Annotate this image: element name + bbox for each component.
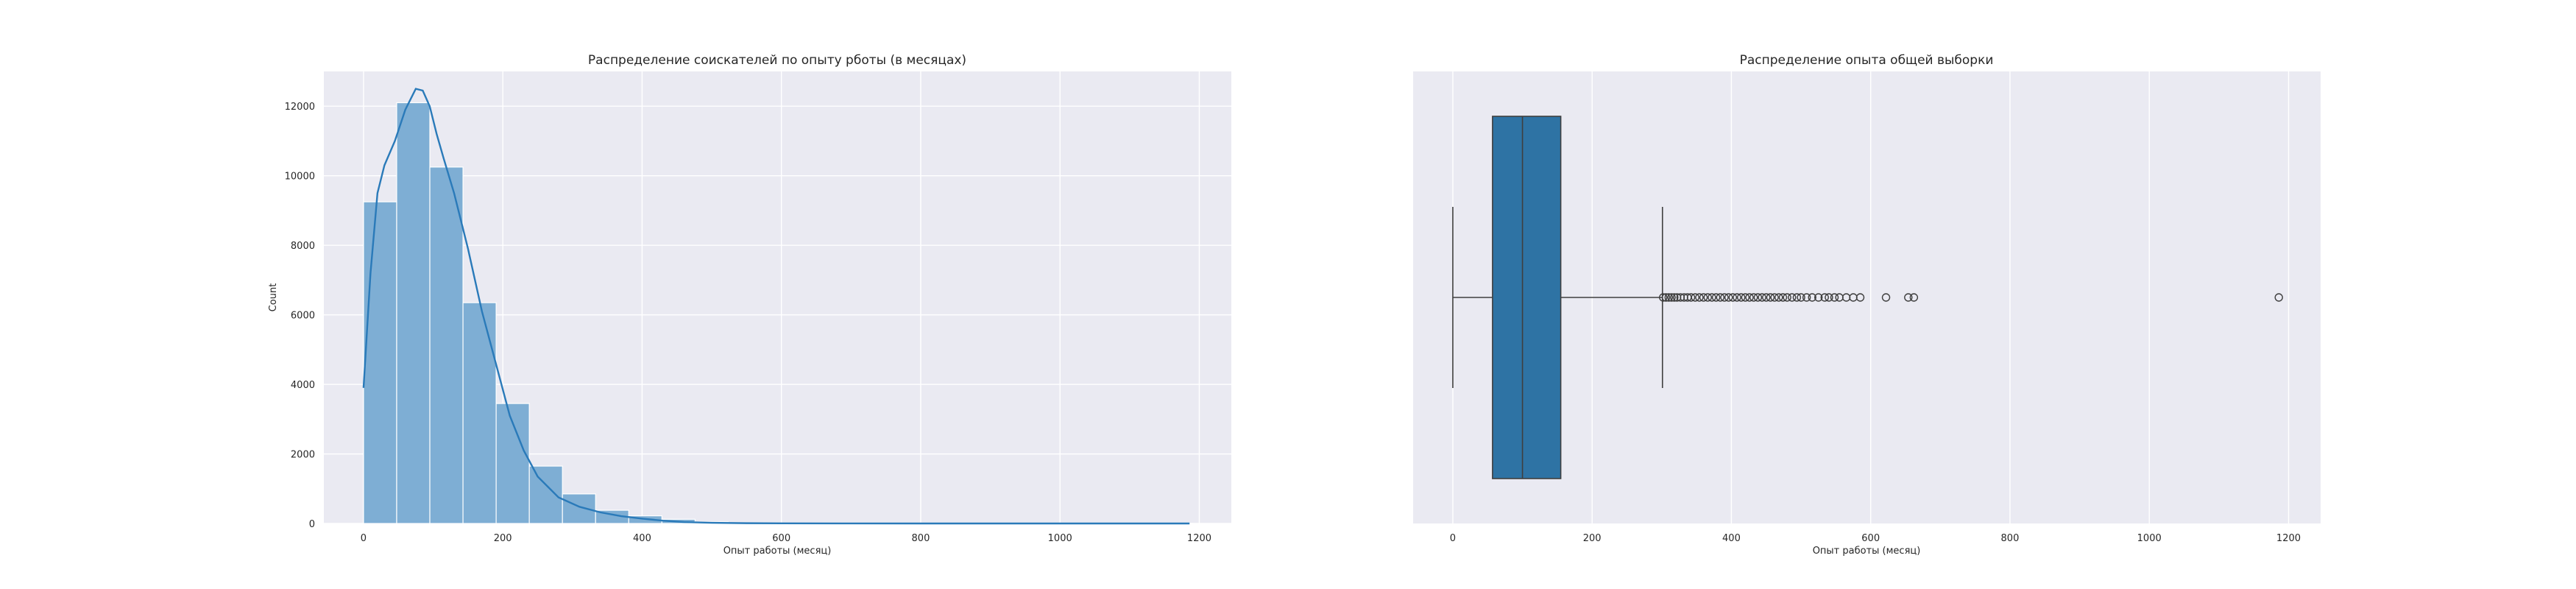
boxplot-xlabel: Опыт работы (месяц) [1813,546,1921,557]
histogram-x-tick-label: 0 [361,533,367,544]
boxplot-outlier-point [1695,293,1704,302]
boxplot-outlier-point [1753,293,1763,302]
boxplot-outlier-point [1904,293,1913,302]
boxplot-outlier-point [1814,293,1823,302]
histogram-bars [363,102,1193,524]
boxplot-ticks: 0 200 400 600 800 1000 1200 [1450,533,2301,544]
histogram-bar [396,102,431,524]
boxplot-outlier-point [1667,293,1676,302]
boxplot-outlier-point [1691,293,1699,302]
boxplot-x-tick-label: 1200 [2276,533,2301,544]
boxplot-outlier-point [1881,293,1891,302]
kde-curve [362,88,1190,525]
histogram-y-tick-label: 0 [309,519,315,530]
boxplot-outlier-point [1661,293,1671,302]
boxplot-outlier-point [1825,293,1833,302]
boxplot-x-tick-label: 1000 [2137,533,2162,544]
histogram-x-tick-label: 1000 [1048,533,1072,544]
boxplot-outlier-point [1703,293,1712,302]
boxplot-outlier-point [1686,293,1696,302]
boxplot-outliers [1659,293,2283,302]
boxplot-title: Распределение опыта общей выборки [1740,53,1994,68]
boxplot-outlier-point [1745,293,1754,302]
boxplot-outlier-point [1766,293,1775,302]
boxplot-outlier-point [1659,293,1668,302]
boxplot-outlier-point [1711,293,1721,302]
boxplot-x-tick-label: 400 [1722,533,1741,544]
histogram-y-tick-label: 8000 [291,241,315,252]
boxplot-outlier-point [1774,293,1783,302]
histogram-bar [363,201,397,524]
histogram-y-tick-label: 10000 [285,172,315,183]
boxplot-panel: 0 200 400 600 800 1000 1200 Распределение опыт… [1413,53,2321,557]
histogram-bar [562,493,596,524]
boxplot-outlier-point [1741,293,1750,302]
boxplot-outlier-point [1716,293,1725,302]
boxplot-outlier-point [1802,293,1811,302]
histogram-panel: 0 200 400 600 800 1000 12000200040006000800010… [268,53,1231,557]
histogram-bar [462,302,497,524]
boxplot-iqr-box [1492,116,1562,479]
boxplot-outlier-point [1909,293,1919,302]
boxplot-outlier-point [1770,293,1779,302]
boxplot-outlier-point [1728,293,1738,302]
boxplot-outlier-point [1830,293,1839,302]
boxplot-outlier-point [1762,293,1771,302]
boxplot-x-tick-label: 0 [1450,533,1456,544]
boxplot-outlier-point [1792,293,1802,302]
boxplot-outlier-point [1733,293,1741,302]
boxplot-x-tick-label: 600 [1861,533,1880,544]
histogram-bar [528,465,563,524]
boxplot-outlier-point [1724,293,1733,302]
histogram-x-tick-label: 200 [494,533,512,544]
boxplot-outlier-point [2274,293,2283,302]
histogram-ticks: 0 200 400 600 800 1000 12000200040006000800010… [285,102,1211,544]
boxplot-x-tick-label: 800 [2001,533,2020,544]
boxplot-x-tick-label: 200 [1583,533,1602,544]
histogram-y-tick-label: 12000 [285,102,315,113]
boxplot-outlier-point [1855,293,1865,302]
histogram-x-tick-label: 800 [912,533,930,544]
histogram-title: Распределение соискателей по опыту рботы… [588,53,966,68]
boxplot-outlier-point [1808,293,1816,302]
histogram-y-tick-label: 2000 [291,450,315,461]
histogram-ylabel: Count [268,283,279,312]
boxplot-outlier-point [1670,293,1679,302]
boxplot-outlier-point [1749,293,1758,302]
boxplot-outlier-point [1720,293,1729,302]
histogram-x-tick-label: 400 [633,533,651,544]
boxplot-outlier-point [1783,293,1791,302]
boxplot-outlier-point [1820,293,1829,302]
boxplot-outlier-point [1708,293,1716,302]
boxplot-outlier-point [1664,293,1673,302]
boxplot-box [1452,116,1663,479]
histogram-bar [429,166,464,524]
histogram-xlabel: Опыт работы (месяц) [723,546,832,557]
histogram-y-tick-label: 4000 [291,380,315,391]
boxplot-outlier-point [1736,293,1746,302]
histogram-x-tick-label: 1200 [1187,533,1211,544]
boxplot-outlier-point [1778,293,1788,302]
histogram-y-tick-label: 6000 [291,311,315,322]
boxplot-outlier-point [1699,293,1708,302]
boxplot-outlier-point [1788,293,1797,302]
histogram-x-tick-label: 600 [772,533,790,544]
boxplot-outlier-point [1758,293,1766,302]
boxplot-outlier-point [1797,293,1805,302]
